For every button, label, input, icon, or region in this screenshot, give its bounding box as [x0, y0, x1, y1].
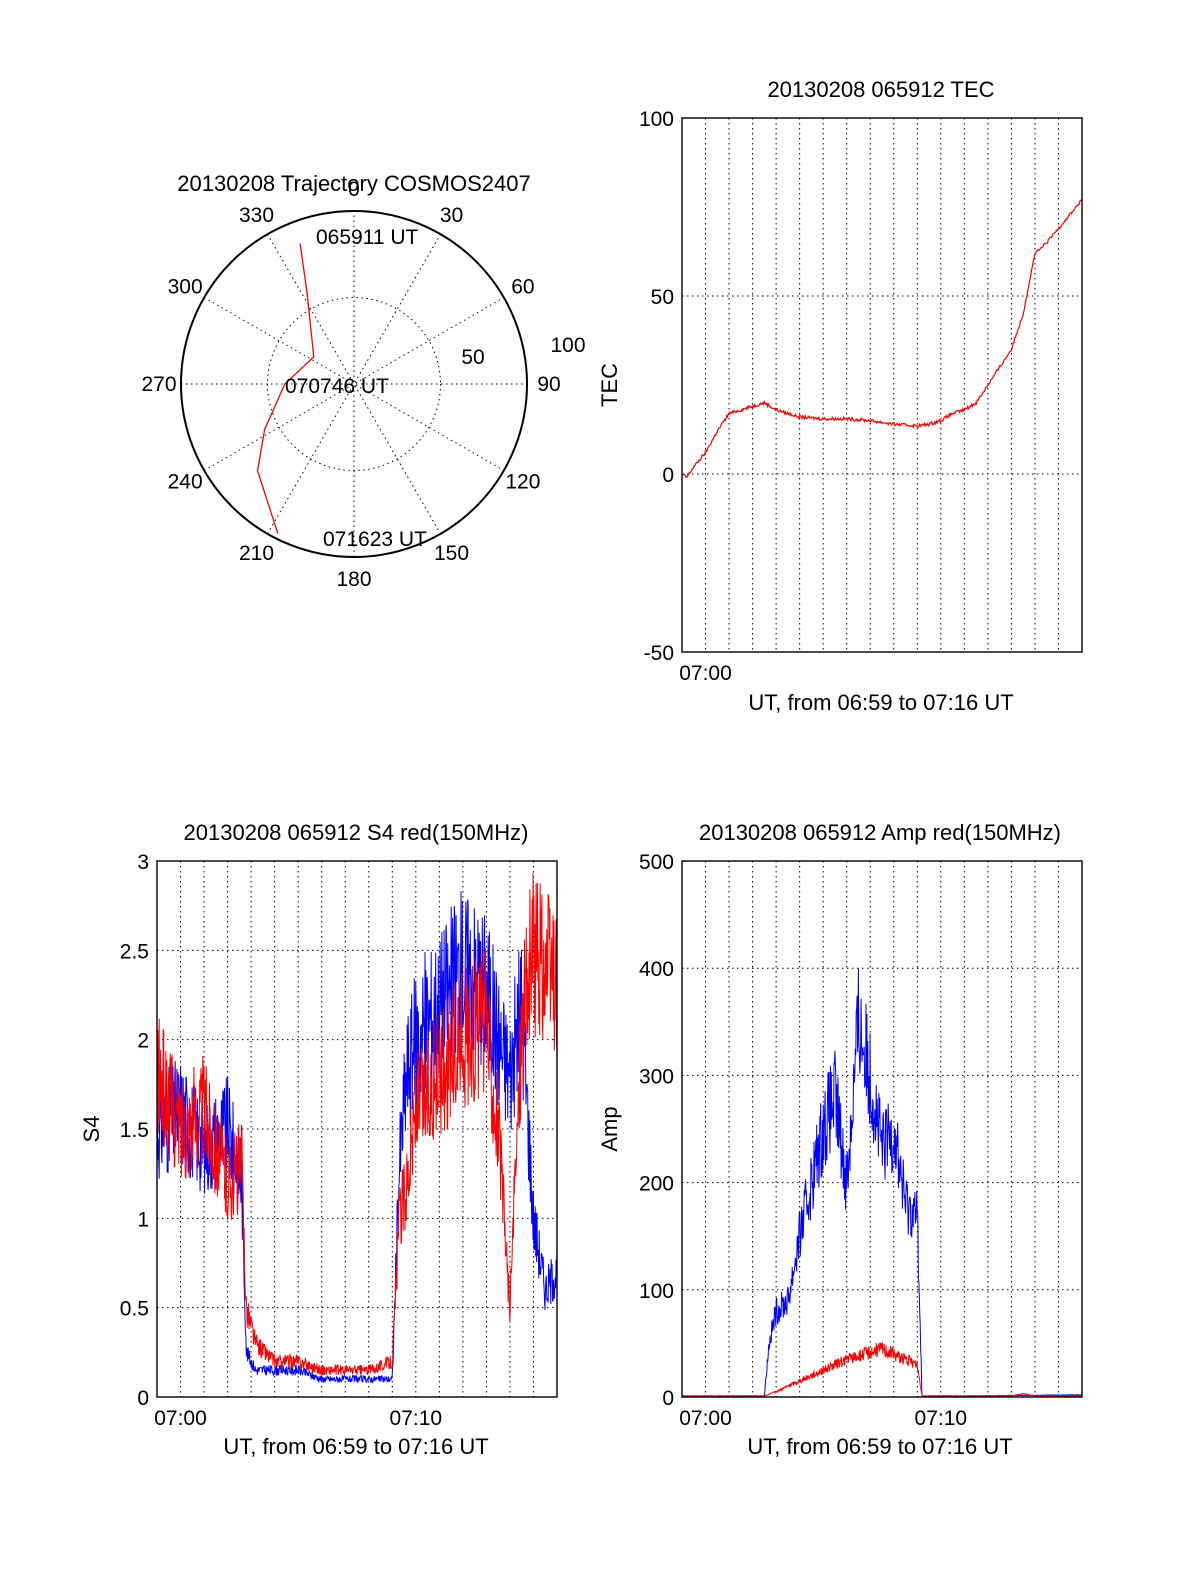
s4-y-tick-labels: 0 0.5 1 1.5 2 2.5 3	[120, 851, 149, 1410]
polar-annotation-start-time: 065911 UT	[316, 226, 419, 249]
s4-plot-frame	[156, 860, 558, 1398]
polar-annotation-end-time: 071623 UT	[323, 528, 427, 551]
tec-series-line-1	[682, 199, 1082, 479]
s4-y-axis-label: S4	[79, 1116, 104, 1143]
s4-y-tick-label: 3	[137, 851, 149, 874]
tec-series-lines	[682, 199, 1082, 479]
polar-angle-label: 270	[141, 373, 176, 396]
s4-x-tick-label: 07:00	[154, 1407, 207, 1430]
polar-radius-label-50: 50	[461, 346, 484, 369]
tec-grid	[682, 118, 1082, 652]
tec-y-axis-label: TEC	[597, 363, 622, 407]
tec-x-axis-label: UT, from 06:59 to 07:16 UT	[748, 690, 1013, 715]
amp-y-tick-label: 500	[639, 851, 674, 874]
polar-outer-ring	[180, 210, 528, 558]
tec-y-tick-label: 0	[662, 464, 674, 487]
s4-x-tick-label: 07:10	[390, 1407, 443, 1430]
polar-angle-label: 60	[511, 276, 534, 299]
polar-angle-label: 30	[440, 204, 463, 227]
amp-grid	[682, 861, 1082, 1397]
polar-trajectory-panel: 20130208 Trajectory COSMOS2407 0 30 60 90 12…	[141, 171, 585, 591]
polar-annotation-mid-time: 070746 UT	[285, 375, 389, 398]
s4-y-tick-label: 0.5	[120, 1298, 149, 1321]
tec-y-tick-label: 50	[651, 286, 674, 309]
tec-title: 20130208 065912 TEC	[767, 77, 994, 102]
s4-series-line-1	[157, 891, 557, 1384]
polar-angle-label: 210	[239, 542, 274, 565]
polar-angle-labels: 0 30 60 90 120 150 180 210 240 270 300 330	[141, 178, 560, 591]
amp-y-axis-label: Amp	[597, 1106, 622, 1151]
s4-panel: 20130208 065912 S4 red(150MHz) 0 0.5 1 1.5 2…	[79, 820, 558, 1459]
s4-y-tick-label: 0	[137, 1387, 149, 1410]
polar-angle-label: 120	[505, 471, 540, 494]
amp-y-tick-label: 0	[662, 1387, 674, 1410]
polar-angle-label: 330	[239, 204, 274, 227]
amp-series-line-2	[682, 1341, 1082, 1397]
tec-x-tick-label: 07:00	[679, 662, 732, 685]
polar-grid	[181, 211, 527, 557]
amp-x-tick-label: 07:10	[915, 1407, 968, 1430]
amp-panel: 20130208 065912 Amp red(150MHz) 0 100 200 3…	[597, 820, 1083, 1459]
polar-angle-label: 240	[168, 471, 203, 494]
amp-x-axis-label: UT, from 06:59 to 07:16 UT	[747, 1434, 1012, 1459]
s4-grid	[157, 861, 557, 1397]
amp-plot-frame	[681, 860, 1083, 1398]
polar-angle-label: 300	[168, 276, 203, 299]
s4-y-tick-label: 2.5	[120, 940, 149, 963]
amp-x-tick-labels: 07:00 07:10	[679, 1407, 967, 1430]
polar-angle-label: 180	[336, 568, 371, 591]
amp-x-tick-label: 07:00	[679, 1407, 732, 1430]
s4-series-line-2	[157, 873, 557, 1376]
tec-y-tick-label: -50	[644, 642, 674, 665]
s4-series-lines	[157, 873, 557, 1384]
amp-y-tick-label: 200	[639, 1173, 674, 1196]
s4-x-tick-labels: 07:00 07:10	[154, 1407, 442, 1430]
tec-y-tick-labels: -50 0 50 100	[639, 108, 674, 665]
s4-y-tick-label: 2	[137, 1030, 149, 1053]
s4-x-axis-label: UT, from 06:59 to 07:16 UT	[223, 1434, 488, 1459]
polar-angle-label: 150	[434, 542, 469, 565]
amp-title: 20130208 065912 Amp red(150MHz)	[699, 820, 1061, 845]
tec-y-tick-label: 100	[639, 108, 674, 131]
amp-y-tick-label: 400	[639, 958, 674, 981]
polar-title: 20130208 Trajectory COSMOS2407	[177, 171, 530, 196]
polar-trajectory-line	[256, 243, 315, 534]
polar-radius-label-100: 100	[550, 334, 585, 357]
tec-plot-frame	[681, 117, 1083, 653]
amp-series-lines	[682, 968, 1082, 1397]
polar-angle-label: 90	[537, 373, 560, 396]
tec-x-tick-labels: 07:00	[679, 662, 732, 685]
polar-angle-label: 0	[348, 178, 360, 201]
s4-y-tick-label: 1	[137, 1208, 149, 1231]
amp-y-tick-label: 100	[639, 1280, 674, 1303]
s4-title: 20130208 065912 S4 red(150MHz)	[184, 820, 529, 845]
amp-y-tick-label: 300	[639, 1065, 674, 1088]
amp-y-tick-labels: 0 100 200 300 400 500	[639, 851, 674, 1410]
s4-y-tick-label: 1.5	[120, 1119, 149, 1142]
